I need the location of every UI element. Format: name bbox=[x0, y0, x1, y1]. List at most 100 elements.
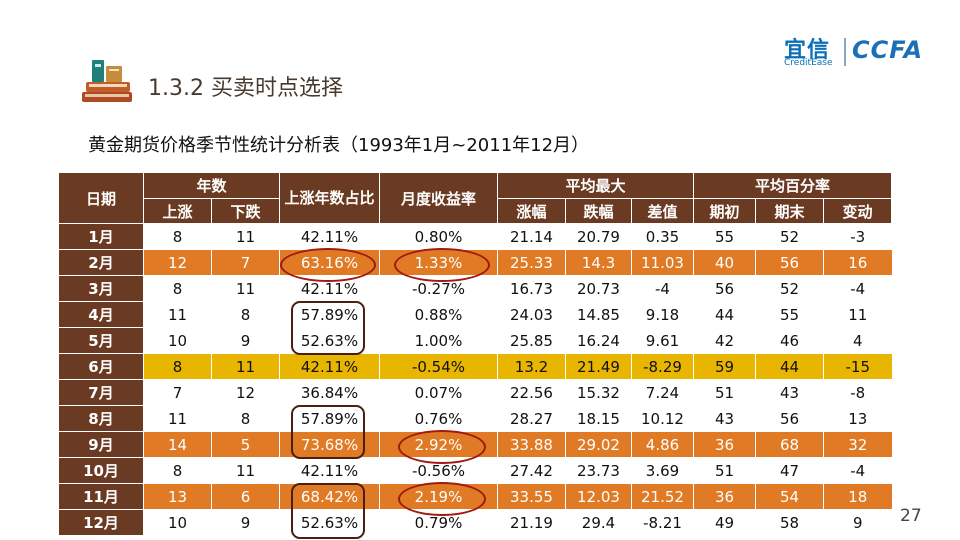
cell-up: 8 bbox=[143, 223, 212, 250]
cell-end: 58 bbox=[755, 509, 824, 536]
yixin-logo-subtext: CreditEase bbox=[784, 58, 833, 68]
cell-rise: 13.2 bbox=[497, 353, 566, 380]
cell-rise: 28.27 bbox=[497, 405, 566, 432]
cell-rise: 33.55 bbox=[497, 483, 566, 510]
company-logo: 宜信 CreditEase CCFA bbox=[784, 36, 934, 72]
cell-change: 11 bbox=[823, 301, 892, 328]
cell-up: 11 bbox=[143, 301, 212, 328]
cell-end: 56 bbox=[755, 405, 824, 432]
header-up-ratio: 上涨年数占比 bbox=[279, 172, 380, 224]
header-date: 日期 bbox=[58, 172, 144, 224]
table-row: 1月 8 11 42.11% 0.80% 21.14 20.79 0.35 55… bbox=[58, 223, 892, 250]
cell-ratio: 63.16% bbox=[279, 249, 380, 276]
cell-start: 42 bbox=[693, 327, 756, 354]
table-row: 9月 14 5 73.68% 2.92% 33.88 29.02 4.86 36… bbox=[58, 431, 892, 458]
logo-divider bbox=[844, 38, 846, 66]
cell-up: 11 bbox=[143, 405, 212, 432]
table-row: 8月 11 8 57.89% 0.76% 28.27 18.15 10.12 4… bbox=[58, 405, 892, 432]
cell-rise: 21.14 bbox=[497, 223, 566, 250]
cell-rise: 24.03 bbox=[497, 301, 566, 328]
cell-start: 59 bbox=[693, 353, 756, 380]
cell-change: 13 bbox=[823, 405, 892, 432]
cell-down: 11 bbox=[211, 353, 280, 380]
section-name: 买卖时点选择 bbox=[210, 76, 343, 101]
cell-return: 0.88% bbox=[379, 301, 498, 328]
cell-start: 55 bbox=[693, 223, 756, 250]
cell-down: 11 bbox=[211, 457, 280, 484]
cell-ratio: 57.89% bbox=[279, 405, 380, 432]
cell-down: 9 bbox=[211, 327, 280, 354]
header-rise: 涨幅 bbox=[497, 198, 566, 224]
header-years: 年数 bbox=[143, 172, 280, 199]
cell-end: 52 bbox=[755, 223, 824, 250]
table-row: 12月 10 9 52.63% 0.79% 21.19 29.4 -8.21 4… bbox=[58, 509, 892, 536]
cell-month: 2月 bbox=[58, 249, 144, 276]
section-title: 1.3.2 买卖时点选择 bbox=[148, 70, 343, 102]
cell-diff: -4 bbox=[631, 275, 694, 302]
cell-change: 18 bbox=[823, 483, 892, 510]
cell-start: 44 bbox=[693, 301, 756, 328]
cell-diff: 0.35 bbox=[631, 223, 694, 250]
yixin-logo-text: 宜信 bbox=[784, 38, 831, 63]
cell-start: 40 bbox=[693, 249, 756, 276]
cell-month: 4月 bbox=[58, 301, 144, 328]
cell-return: 0.80% bbox=[379, 223, 498, 250]
cell-month: 1月 bbox=[58, 223, 144, 250]
cell-down: 5 bbox=[211, 431, 280, 458]
cell-start: 36 bbox=[693, 483, 756, 510]
cell-month: 5月 bbox=[58, 327, 144, 354]
cell-return: 0.79% bbox=[379, 509, 498, 536]
cell-change: 16 bbox=[823, 249, 892, 276]
cell-rise: 25.85 bbox=[497, 327, 566, 354]
cell-up: 10 bbox=[143, 327, 212, 354]
header-monthly-return: 月度收益率 bbox=[379, 172, 498, 224]
cell-fall: 20.73 bbox=[565, 275, 632, 302]
cell-diff: 10.12 bbox=[631, 405, 694, 432]
cell-month: 6月 bbox=[58, 353, 144, 380]
cell-rise: 25.33 bbox=[497, 249, 566, 276]
table-row: 7月 7 12 36.84% 0.07% 22.56 15.32 7.24 51… bbox=[58, 379, 892, 406]
cell-return: 2.19% bbox=[379, 483, 498, 510]
table-body: 1月 8 11 42.11% 0.80% 21.14 20.79 0.35 55… bbox=[58, 223, 892, 536]
header-start: 期初 bbox=[693, 198, 756, 224]
table-row: 6月 8 11 42.11% -0.54% 13.2 21.49 -8.29 5… bbox=[58, 353, 892, 380]
cell-return: -0.54% bbox=[379, 353, 498, 380]
cell-start: 43 bbox=[693, 405, 756, 432]
cell-up: 8 bbox=[143, 275, 212, 302]
cell-down: 11 bbox=[211, 275, 280, 302]
page-number: 27 bbox=[900, 506, 922, 526]
cell-change: -3 bbox=[823, 223, 892, 250]
cell-rise: 21.19 bbox=[497, 509, 566, 536]
cell-end: 47 bbox=[755, 457, 824, 484]
cell-diff: -8.21 bbox=[631, 509, 694, 536]
cell-fall: 12.03 bbox=[565, 483, 632, 510]
cell-down: 6 bbox=[211, 483, 280, 510]
cell-down: 7 bbox=[211, 249, 280, 276]
cell-up: 12 bbox=[143, 249, 212, 276]
cell-month: 7月 bbox=[58, 379, 144, 406]
cell-rise: 22.56 bbox=[497, 379, 566, 406]
table-row: 10月 8 11 42.11% -0.56% 27.42 23.73 3.69 … bbox=[58, 457, 892, 484]
cell-fall: 29.02 bbox=[565, 431, 632, 458]
cell-change: 4 bbox=[823, 327, 892, 354]
cell-end: 54 bbox=[755, 483, 824, 510]
cell-ratio: 57.89% bbox=[279, 301, 380, 328]
cell-return: -0.56% bbox=[379, 457, 498, 484]
seasonal-analysis-table: 日期 年数 上涨年数占比 月度收益率 平均最大 平均百分率 上涨 下跌 涨幅 跌… bbox=[58, 172, 892, 536]
cell-diff: 7.24 bbox=[631, 379, 694, 406]
cell-ratio: 36.84% bbox=[279, 379, 380, 406]
cell-change: 9 bbox=[823, 509, 892, 536]
table-row: 3月 8 11 42.11% -0.27% 16.73 20.73 -4 56 … bbox=[58, 275, 892, 302]
cell-start: 51 bbox=[693, 457, 756, 484]
header-end: 期末 bbox=[755, 198, 824, 224]
cell-rise: 27.42 bbox=[497, 457, 566, 484]
cell-end: 46 bbox=[755, 327, 824, 354]
cell-fall: 14.85 bbox=[565, 301, 632, 328]
cell-month: 12月 bbox=[58, 509, 144, 536]
cell-ratio: 42.11% bbox=[279, 223, 380, 250]
cell-end: 43 bbox=[755, 379, 824, 406]
cell-down: 9 bbox=[211, 509, 280, 536]
cell-fall: 20.79 bbox=[565, 223, 632, 250]
cell-start: 51 bbox=[693, 379, 756, 406]
cell-month: 10月 bbox=[58, 457, 144, 484]
